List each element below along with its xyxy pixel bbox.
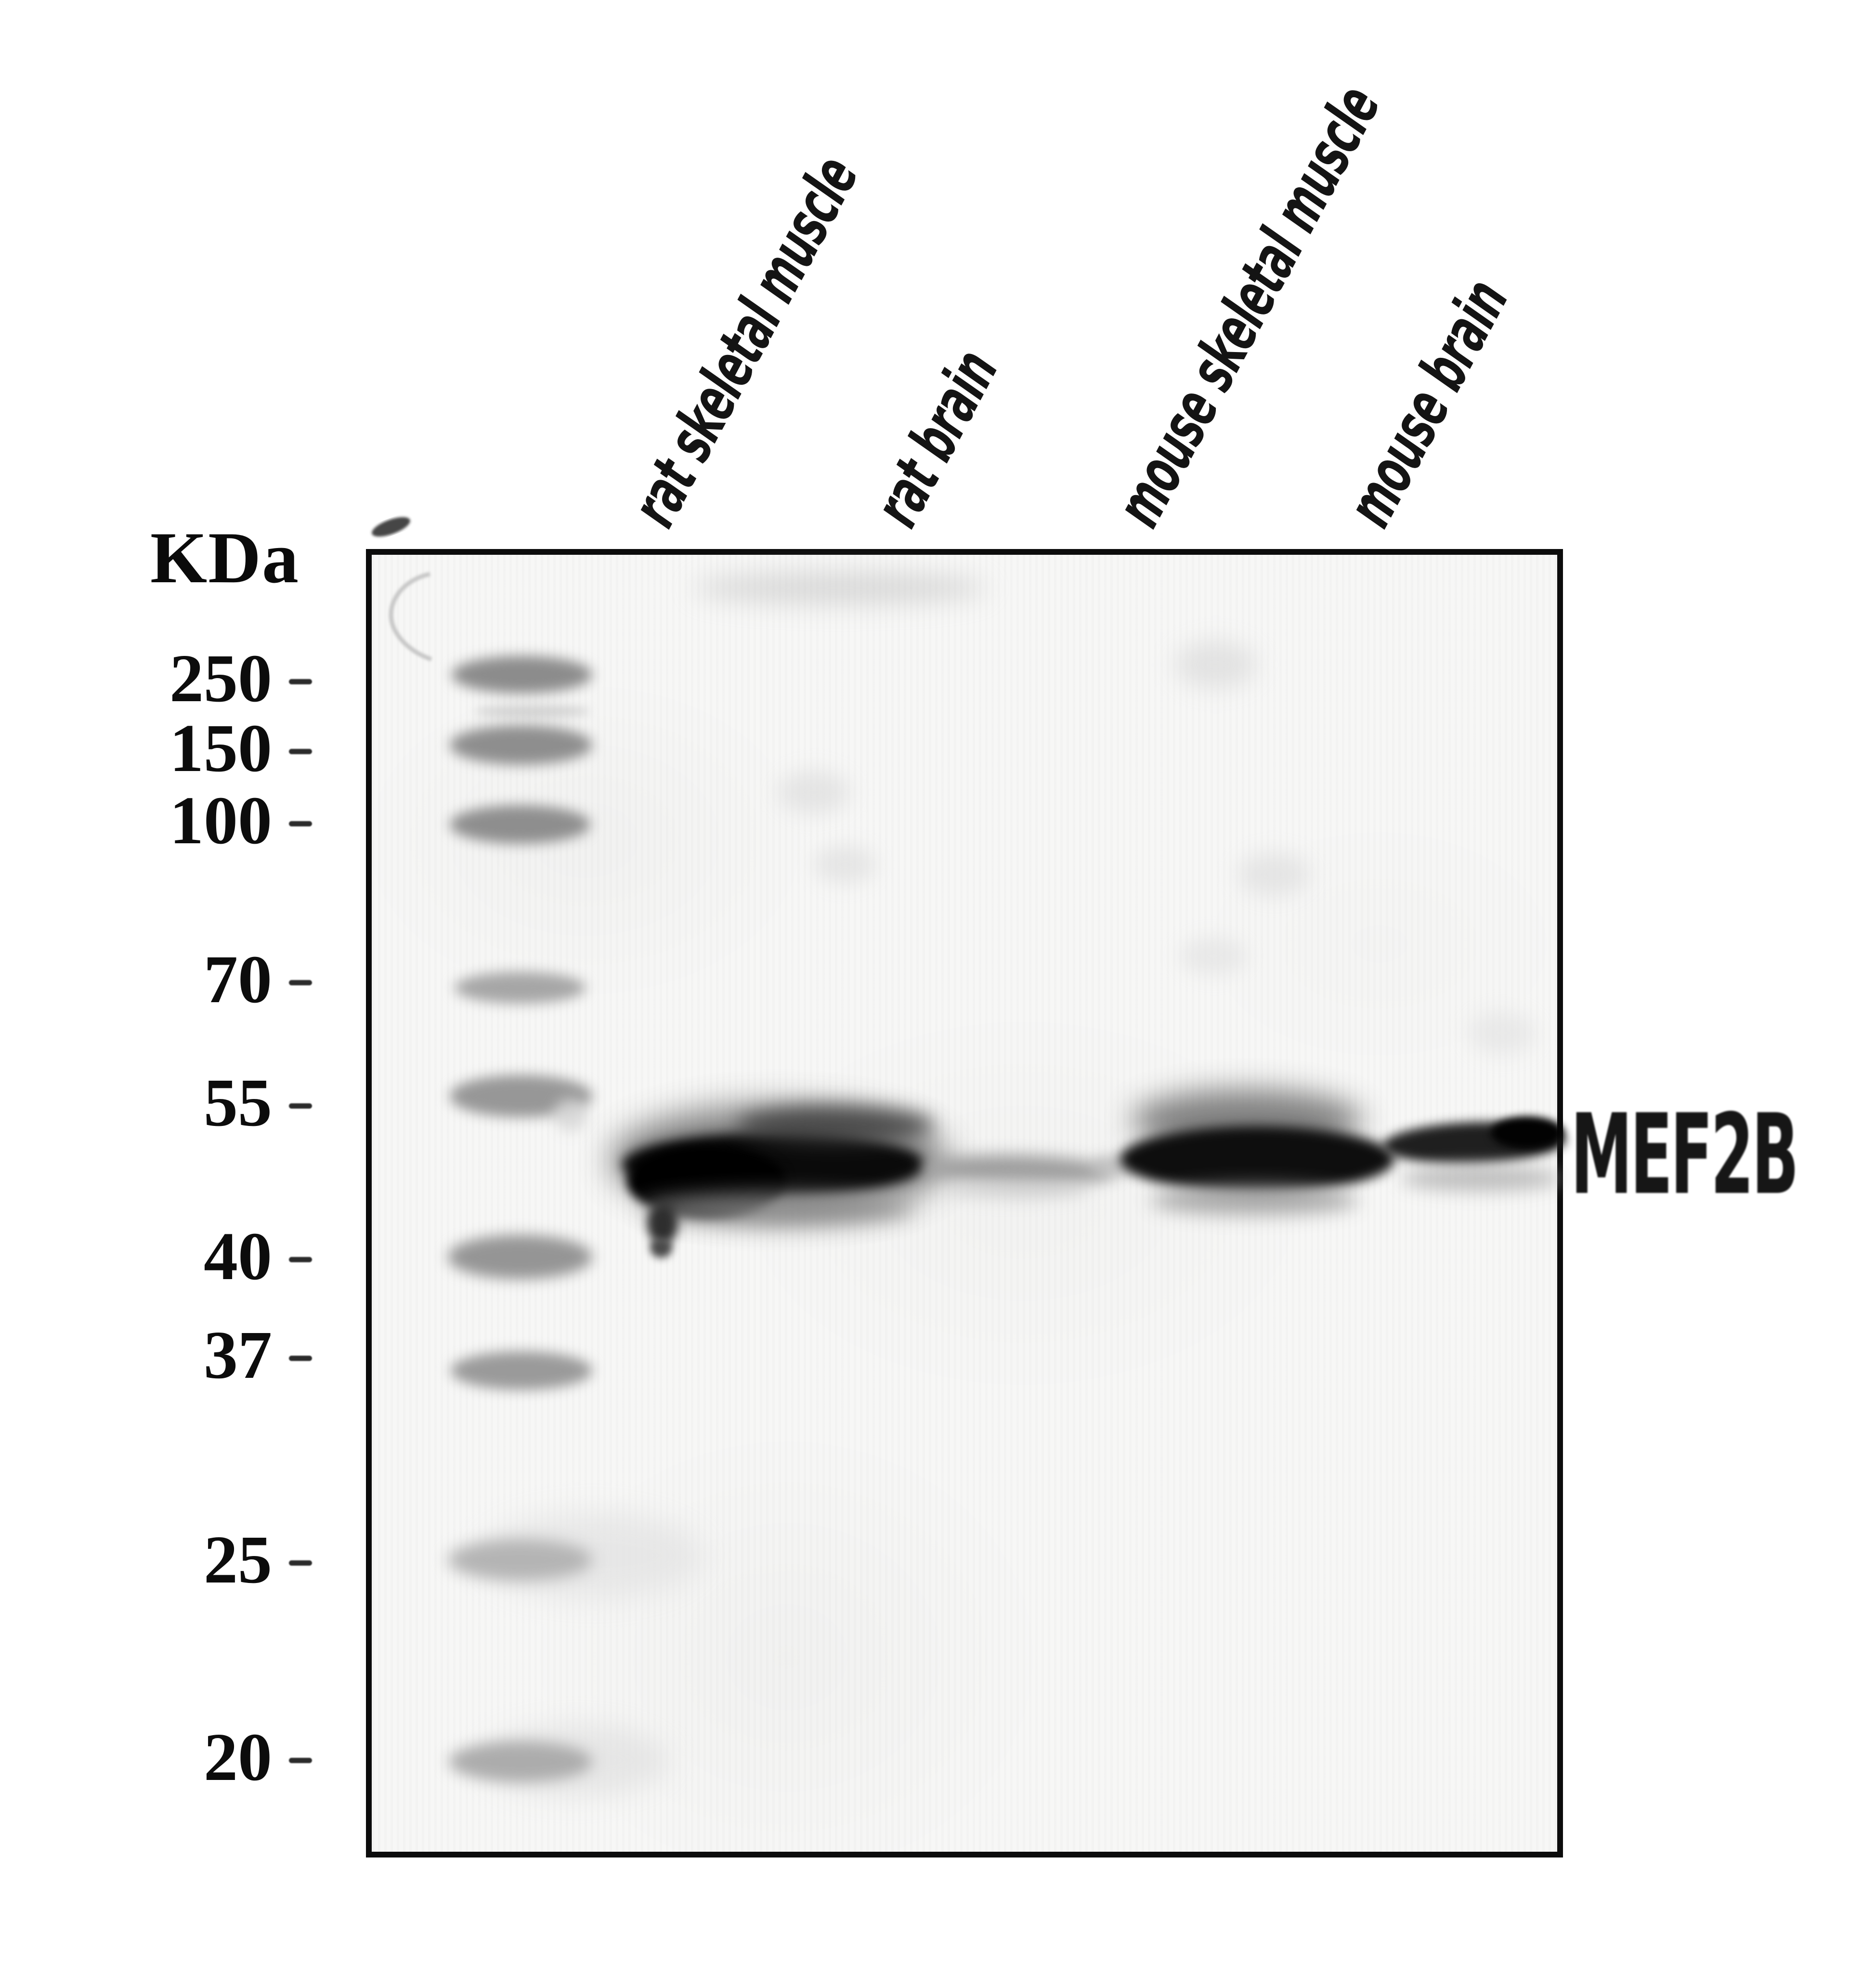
mw-marker-tick-55 bbox=[289, 1103, 312, 1109]
mw-marker-label-70: 70 bbox=[204, 941, 272, 1017]
band-rat-skeletal-muscle-upper bbox=[737, 1106, 934, 1144]
mw-marker-label-40: 40 bbox=[204, 1218, 272, 1294]
blot-artifact bbox=[814, 845, 876, 884]
mw-marker-tick-20 bbox=[289, 1758, 312, 1763]
blot-artifact bbox=[1237, 852, 1310, 896]
mw-marker-tick-150 bbox=[289, 749, 312, 754]
blot-artifact bbox=[554, 1098, 587, 1132]
corner-smudge bbox=[372, 517, 410, 537]
mw-marker-label-150: 150 bbox=[169, 710, 272, 786]
mw-marker-tick-250 bbox=[289, 679, 312, 684]
ladder-band-100 bbox=[450, 805, 590, 844]
band-rat-brain-shadow bbox=[944, 1181, 1088, 1200]
band-mouse-brain-right-curl bbox=[1491, 1116, 1564, 1149]
mw-marker-tick-25 bbox=[289, 1560, 312, 1566]
blot-artifact bbox=[1175, 641, 1257, 689]
ladder-band-250-shadow bbox=[474, 705, 590, 718]
ladder-band-20 bbox=[449, 1741, 592, 1782]
ladder-band-37 bbox=[451, 1351, 592, 1390]
blot-artifact bbox=[778, 771, 850, 814]
blot-artifact-top-streak bbox=[693, 572, 987, 604]
mw-marker-tick-100 bbox=[289, 821, 312, 826]
ladder-band-250 bbox=[452, 656, 592, 693]
ladder-band-25 bbox=[448, 1539, 592, 1581]
mw-marker-tick-70 bbox=[289, 980, 312, 985]
mw-marker-label-20: 20 bbox=[204, 1719, 272, 1795]
mw-marker-label-250: 250 bbox=[169, 640, 272, 716]
blot-panel bbox=[366, 549, 1563, 1857]
membrane-scratch-curve bbox=[389, 572, 432, 662]
band-mouse-skeletal-muscle-lower-smudge bbox=[1151, 1186, 1358, 1215]
band-rat-skeletal-muscle-tail bbox=[647, 1203, 678, 1244]
mw-marker-label-37: 37 bbox=[204, 1317, 272, 1393]
mw-marker-label-25: 25 bbox=[204, 1521, 272, 1597]
mw-marker-label-100: 100 bbox=[169, 782, 272, 858]
band-mouse-brain-shadow bbox=[1401, 1165, 1560, 1191]
mw-marker-tick-40 bbox=[289, 1257, 312, 1262]
ladder-band-70 bbox=[455, 972, 586, 1004]
kda-unit-label: KDa bbox=[150, 517, 299, 598]
mw-marker-label-55: 55 bbox=[204, 1064, 272, 1140]
band-rat-skeletal-muscle-dot bbox=[650, 1238, 672, 1258]
target-protein-label: MEF2B bbox=[1571, 1091, 1799, 1219]
ladder-band-40 bbox=[448, 1235, 592, 1279]
band-rat-skeletal-muscle-lower-smudge bbox=[640, 1193, 915, 1224]
blot-artifact bbox=[1180, 937, 1247, 975]
mw-marker-tick-37 bbox=[289, 1356, 312, 1361]
blot-artifact bbox=[1469, 1011, 1536, 1055]
band-mouse-skeletal-muscle-core bbox=[1120, 1126, 1394, 1192]
ladder-band-150 bbox=[450, 725, 592, 765]
